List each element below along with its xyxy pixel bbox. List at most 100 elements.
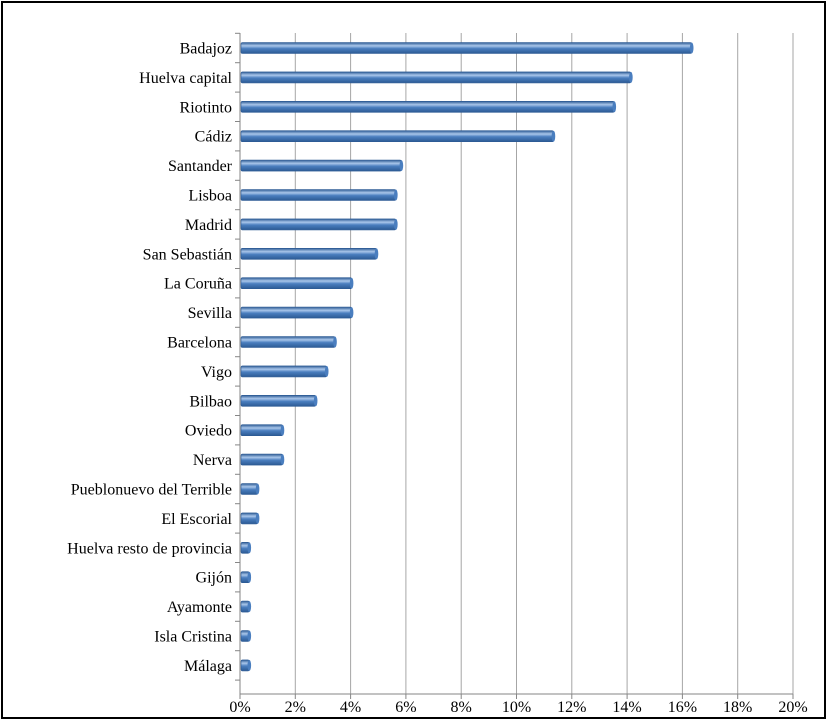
bar-rect <box>240 336 336 348</box>
bar-0 <box>240 42 694 54</box>
category-label: Barcelona <box>167 335 232 352</box>
x-tick-label: 10% <box>502 699 531 716</box>
bar-end-cap <box>247 542 252 554</box>
bar-end-cap <box>313 395 318 407</box>
bar-1 <box>240 71 633 84</box>
category-label: Pueblonuevo del Terrible <box>71 482 232 499</box>
category-label: Madrid <box>185 217 232 234</box>
bar-13 <box>240 424 285 437</box>
x-tick-label: 2% <box>285 699 306 716</box>
category-label: Huelva resto de provincia <box>67 540 232 557</box>
bar-rect <box>240 42 692 54</box>
category-label: Gijón <box>196 570 232 587</box>
bar-end-cap <box>255 512 260 524</box>
bar-end-cap <box>255 483 260 495</box>
bar-5 <box>240 189 398 201</box>
category-label: Isla Cristina <box>154 629 232 646</box>
bar-rect <box>240 218 397 231</box>
category-label: Huelva capital <box>139 70 232 87</box>
bar-20 <box>240 630 252 642</box>
bar-17 <box>240 541 252 554</box>
bar-3 <box>240 130 556 142</box>
bar-15 <box>240 483 260 495</box>
category-label: Bilbao <box>189 393 232 410</box>
x-tick-label: 4% <box>340 699 361 716</box>
bar-end-cap <box>280 424 285 436</box>
category-label: Cádiz <box>195 129 232 146</box>
bar-9 <box>240 306 354 319</box>
bars <box>240 42 694 672</box>
category-label: La Coruña <box>164 276 232 293</box>
bar-rect <box>240 189 397 201</box>
bar-19 <box>240 600 252 613</box>
bar-end-cap <box>629 71 633 83</box>
bar-14 <box>240 453 285 466</box>
category-label: Riotinto <box>180 99 232 116</box>
category-label: Málaga <box>184 658 232 675</box>
bar-rect <box>240 306 352 319</box>
bar-rect <box>240 277 352 290</box>
bar-end-cap <box>551 130 556 142</box>
bar-end-cap <box>333 336 337 348</box>
x-tick-label: 20% <box>778 699 807 716</box>
bar-end-cap <box>399 160 404 172</box>
bar-end-cap <box>349 277 354 289</box>
bar-rect <box>240 483 258 495</box>
grid-lines <box>294 33 794 694</box>
x-tick-label: 6% <box>395 699 416 716</box>
category-label: Ayamonte <box>167 599 232 616</box>
bar-rect <box>240 159 402 172</box>
bar-rect <box>240 248 377 260</box>
bar-10 <box>240 336 337 348</box>
bar-rect <box>240 453 283 466</box>
bar-12 <box>240 394 318 407</box>
bar-end-cap <box>394 218 398 230</box>
bar-rect <box>240 101 615 113</box>
bar-4 <box>240 159 404 172</box>
bar-end-cap <box>324 365 329 377</box>
bar-end-cap <box>612 101 617 113</box>
category-label: Santander <box>168 158 233 175</box>
x-tick-label: 14% <box>612 699 641 716</box>
bar-18 <box>240 571 252 584</box>
category-label: San Sebastián <box>143 246 232 263</box>
x-tick-labels: 0% 2% 4% 6% 8% 10% 12% 14% 16% 18% 20% <box>229 699 807 716</box>
bar-rect <box>240 512 258 525</box>
bar-8 <box>240 277 354 290</box>
bar-end-cap <box>247 601 252 613</box>
category-label: El Escorial <box>161 511 232 528</box>
bar-end-cap <box>374 248 379 260</box>
bar-rect <box>240 71 632 84</box>
bar-rect <box>240 424 283 437</box>
bar-end-cap <box>349 307 354 319</box>
bar-end-cap <box>247 659 252 671</box>
category-label: Lisboa <box>188 188 232 205</box>
x-tick-label: 12% <box>557 699 586 716</box>
bar-end-cap <box>247 571 252 583</box>
category-labels: Badajoz Huelva capital Riotinto Cádiz Santan… <box>67 41 232 675</box>
category-label: Nerva <box>193 452 232 469</box>
bar-7 <box>240 248 379 260</box>
x-tick-label: 18% <box>723 699 752 716</box>
x-tick-label: 0% <box>229 699 250 716</box>
x-tick-label: 8% <box>451 699 472 716</box>
bar-rect <box>240 365 328 378</box>
bar-2 <box>240 101 617 113</box>
bar-rect <box>240 130 554 142</box>
bar-end-cap <box>280 454 285 466</box>
category-label: Badajoz <box>180 41 232 58</box>
category-label: Oviedo <box>185 423 232 440</box>
bar-end-cap <box>394 189 398 201</box>
bar-rect <box>240 394 316 407</box>
category-label: Vigo <box>201 364 232 381</box>
axes <box>235 32 794 699</box>
bar-16 <box>240 512 260 525</box>
bar-21 <box>240 659 252 672</box>
bar-6 <box>240 218 398 231</box>
bar-end-cap <box>247 630 252 642</box>
bar-end-cap <box>689 42 694 54</box>
category-label: Sevilla <box>188 305 232 322</box>
bar-11 <box>240 365 329 378</box>
